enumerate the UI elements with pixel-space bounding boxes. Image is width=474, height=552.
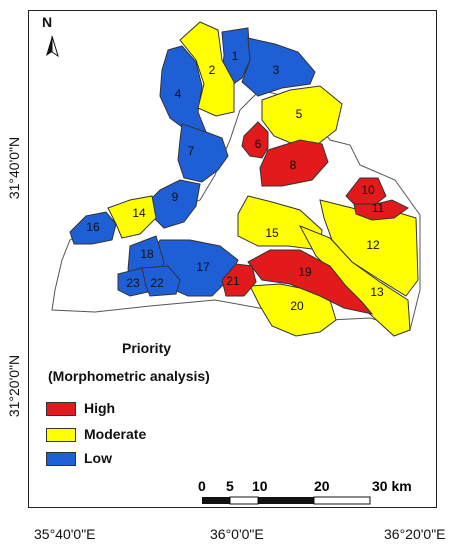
subbasin-label: 3 — [273, 63, 280, 77]
subbasin-label: 20 — [290, 299, 304, 313]
legend-title: Priority — [122, 340, 172, 356]
subbasin-21[interactable] — [221, 263, 257, 297]
subbasin-5[interactable] — [261, 85, 343, 147]
subbasin-1[interactable] — [221, 27, 251, 86]
subbasin-22[interactable] — [141, 265, 181, 297]
map-frame — [28, 10, 437, 508]
subbasin-label: 7 — [188, 144, 195, 158]
subbasin-label: 9 — [172, 190, 179, 204]
subbasin-label: 23 — [126, 276, 140, 290]
subbasin-label: 13 — [370, 285, 384, 299]
subbasin-6[interactable] — [241, 121, 269, 159]
subbasin-3[interactable] — [241, 37, 316, 97]
subbasin-label: 16 — [86, 220, 100, 234]
legend-swatch-low — [46, 452, 76, 466]
subbasin-16[interactable] — [69, 211, 117, 245]
legend-label-low: Low — [84, 450, 112, 466]
subbasin-label: 10 — [361, 183, 375, 197]
subbasin-label: 5 — [296, 107, 303, 121]
scale-label: 5 — [226, 478, 234, 494]
subbasin-14[interactable] — [107, 195, 157, 239]
subbasin-label: 14 — [132, 206, 146, 220]
subbasin-19[interactable] — [247, 249, 374, 315]
subbasin-2[interactable] — [179, 21, 235, 117]
lon-label-2: 36°0'0"E — [210, 526, 264, 542]
subbasin-label: 12 — [366, 238, 380, 252]
subbasin-label: 6 — [255, 137, 262, 151]
legend-swatch-high — [46, 402, 76, 416]
scale-label: 10 — [252, 478, 268, 494]
subbasin-label: 17 — [196, 260, 210, 274]
lat-label-1: 31°40'0"N — [6, 136, 22, 200]
legend-swatch-moderate — [46, 428, 76, 442]
north-label: N — [42, 14, 53, 30]
subbasin-label: 11 — [372, 201, 385, 215]
subbasin-label: 19 — [298, 265, 312, 279]
legend-subtitle: (Morphometric analysis) — [48, 368, 210, 384]
lon-label-3: 36°20'0"E — [384, 526, 446, 542]
north-arrow-icon — [46, 35, 59, 58]
subbasin-11[interactable] — [353, 199, 409, 221]
legend-label-moderate: Moderate — [84, 426, 147, 442]
subbasin-8[interactable] — [259, 139, 329, 187]
scale-bar — [202, 496, 371, 505]
scale-label: 20 — [314, 478, 330, 494]
lon-label-1: 35°40'0"E — [34, 526, 96, 542]
subbasin-label: 1 — [232, 49, 239, 63]
subbasin-20[interactable] — [249, 283, 337, 337]
subbasin-labels: 1 2 3 4 5 6 7 8 9 10 11 12 13 14 15 16 1… — [86, 49, 384, 313]
lat-label-2: 31°20'0"N — [6, 354, 22, 418]
subbasin-label: 21 — [226, 274, 240, 288]
subbasin-7[interactable] — [177, 123, 229, 183]
scale-label: 0 — [198, 478, 206, 494]
subbasin-label: 22 — [150, 276, 164, 290]
subbasin-label: 8 — [290, 158, 297, 172]
subbasin-label: 18 — [140, 247, 154, 261]
subbasin-label: 2 — [209, 63, 216, 77]
scale-label: 30 km — [372, 478, 412, 494]
subbasin-23[interactable] — [117, 267, 149, 297]
subbasin-label: 4 — [175, 87, 182, 101]
subbasin-label: 15 — [265, 226, 279, 240]
legend-label-high: High — [84, 400, 116, 416]
